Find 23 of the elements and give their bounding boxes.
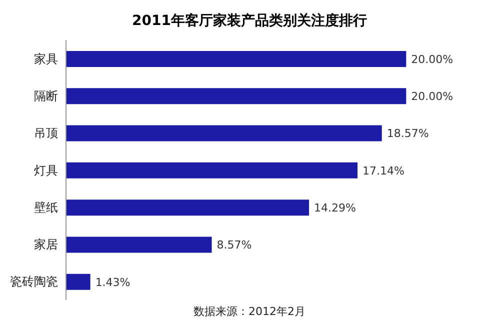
y-tick-label: 灯具 (34, 163, 58, 178)
data-label: 1.43% (95, 276, 130, 289)
y-tick-label: 家具 (34, 52, 58, 66)
bar (66, 162, 358, 178)
y-tick-label: 瓷砖陶瓷 (10, 274, 58, 289)
bar (66, 88, 406, 104)
bar (66, 51, 406, 67)
y-tick-label: 隔断 (34, 88, 58, 103)
data-label: 18.57% (386, 127, 429, 140)
bar (66, 125, 382, 142)
data-label: 8.57% (216, 238, 252, 252)
bar (66, 236, 212, 253)
data-label: 20.00% (411, 90, 454, 104)
y-tick-label: 家居 (34, 238, 58, 252)
y-tick-label: 壁纸 (34, 200, 58, 214)
y-tick-label: 吊顶 (34, 126, 58, 140)
data-label: 14.29% (314, 201, 356, 214)
bar (66, 274, 90, 290)
chart-title: 2011年客厅家装产品类别关注度排行 (131, 12, 368, 30)
source-note: 数据来源：2012年2月 (192, 304, 306, 319)
bar (66, 200, 310, 216)
data-label: 20.00% (411, 52, 454, 66)
data-label: 17.14% (362, 164, 404, 178)
